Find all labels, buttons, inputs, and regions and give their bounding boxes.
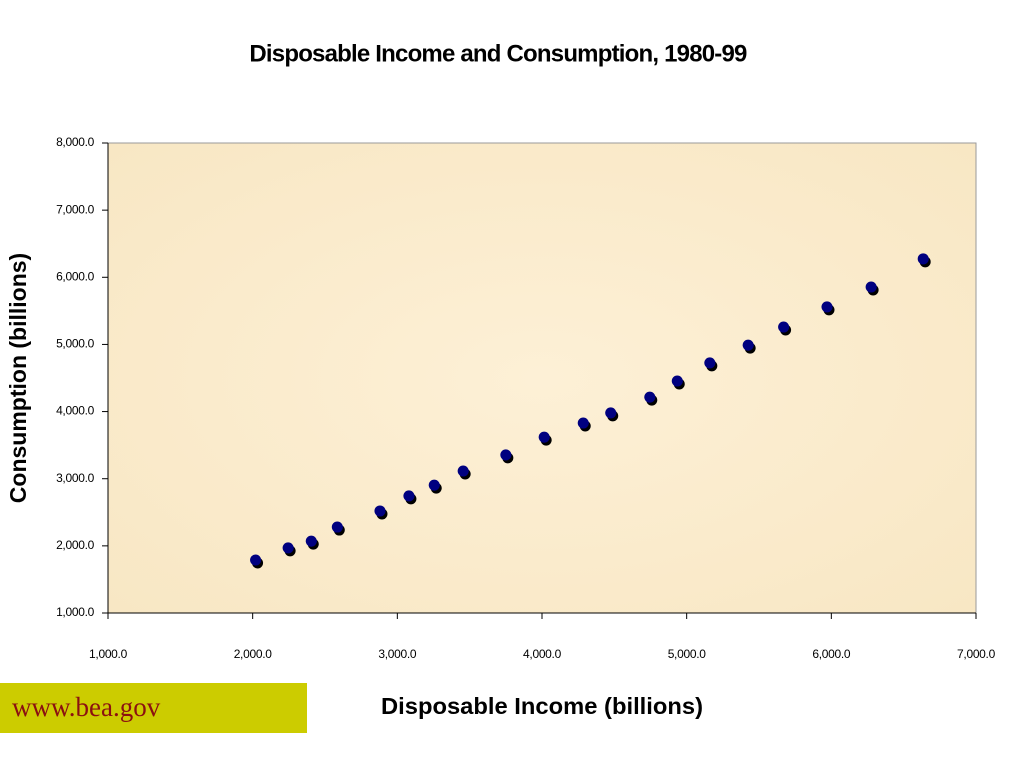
x-tick-label: 5,000.0 <box>668 647 707 661</box>
data-point <box>305 535 317 547</box>
y-tick-label: 2,000.0 <box>56 538 95 552</box>
plot-area <box>107 142 977 614</box>
x-tick-label: 1,000.0 <box>89 647 128 661</box>
data-point <box>671 375 683 387</box>
data-point <box>538 431 550 443</box>
data-point <box>500 449 512 461</box>
data-point <box>742 339 754 351</box>
data-point <box>250 554 262 566</box>
x-tick-label: 3,000.0 <box>378 647 417 661</box>
y-tick-label: 1,000.0 <box>56 605 95 619</box>
y-tick-label: 7,000.0 <box>56 202 95 216</box>
data-point <box>917 253 929 265</box>
y-tick-label: 8,000.0 <box>56 135 95 149</box>
data-point <box>282 542 294 554</box>
data-point <box>403 490 415 502</box>
y-tick-label: 6,000.0 <box>56 269 95 283</box>
data-point <box>821 301 833 313</box>
data-point <box>374 505 386 517</box>
source-label: www.bea.gov <box>12 692 161 722</box>
y-tick-label: 4,000.0 <box>56 404 95 418</box>
data-point <box>605 407 617 419</box>
x-tick-label: 4,000.0 <box>523 647 562 661</box>
data-point <box>577 417 589 429</box>
source-box <box>0 683 307 733</box>
data-point <box>428 479 440 491</box>
y-axis-title: Consumption (billions) <box>5 253 31 503</box>
data-point <box>331 521 343 533</box>
y-tick-label: 3,000.0 <box>56 471 95 485</box>
x-axis-title: Disposable Income (billions) <box>381 693 703 719</box>
chart-title: Disposable Income and Consumption, 1980-… <box>249 40 747 67</box>
y-tick-label: 5,000.0 <box>56 337 95 351</box>
data-point <box>865 281 877 293</box>
x-tick-label: 2,000.0 <box>234 647 273 661</box>
data-point <box>778 321 790 333</box>
data-point <box>704 357 716 369</box>
data-point <box>644 391 656 403</box>
x-tick-label: 7,000.0 <box>957 647 996 661</box>
data-point <box>457 465 469 477</box>
x-tick-label: 6,000.0 <box>812 647 851 661</box>
